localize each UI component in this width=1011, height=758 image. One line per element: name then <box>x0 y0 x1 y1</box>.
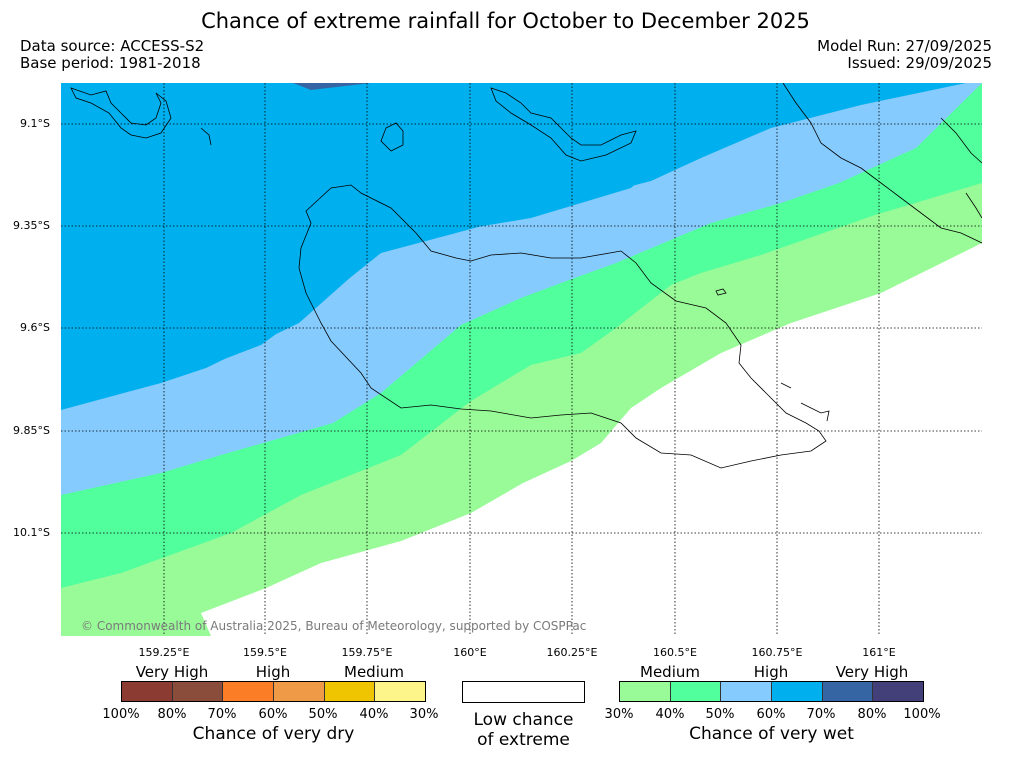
lon-label: 160.5°E <box>653 646 697 659</box>
malaita-coast <box>782 83 982 244</box>
dry-swatch <box>324 682 376 701</box>
dry-swatch <box>274 682 325 701</box>
dry-group-high: High <box>255 663 291 681</box>
coastlines <box>70 83 982 469</box>
lat-label: 9.85°S <box>13 424 50 437</box>
dry-caption: Chance of very dry <box>192 724 355 744</box>
run-info: Model Run: 27/09/2025 Issued: 29/09/2025 <box>817 38 992 72</box>
dry-swatch <box>122 682 173 701</box>
dry-colorbar <box>121 681 426 702</box>
dry-group-medium: Medium <box>344 663 404 681</box>
wet-swatch <box>620 682 671 701</box>
map-title: Chance of extreme rainfall for October t… <box>201 9 810 33</box>
dry-tick: 50% <box>308 707 338 722</box>
wet-group-very-high: Very High <box>835 663 909 681</box>
dry-swatch <box>375 682 426 701</box>
florida-islands-coast <box>490 87 637 162</box>
model-run: Model Run: 27/09/2025 <box>817 37 992 55</box>
graticule <box>61 83 982 636</box>
lon-label: 161°E <box>862 646 896 659</box>
wet-swatch <box>822 682 874 701</box>
islet-coast <box>380 122 404 152</box>
wet-tick: 60% <box>756 707 786 722</box>
lon-label: 160.75°E <box>751 646 803 659</box>
issued-date: Issued: 29/09/2025 <box>847 54 992 72</box>
lon-label: 159.25°E <box>138 646 190 659</box>
wet-swatch <box>772 682 823 701</box>
lon-label: 159.75°E <box>341 646 393 659</box>
small-islets-coast <box>715 288 830 422</box>
low-chance-line2: of extreme <box>477 730 570 750</box>
lon-label: 160.25°E <box>546 646 598 659</box>
lon-label: 159.5°E <box>243 646 287 659</box>
wet-swatch <box>721 682 773 701</box>
wet-group-high: High <box>753 663 789 681</box>
dry-tick: 60% <box>258 707 288 722</box>
low-chance-line1: Low chance <box>473 710 574 730</box>
lat-label: 9.35°S <box>13 219 50 232</box>
wet-tick: 30% <box>604 707 634 722</box>
data-source: Data source: ACCESS-S2 <box>20 37 205 55</box>
lon-label: 160°E <box>453 646 487 659</box>
guadalcanal-coast <box>298 184 827 469</box>
rainfall-map[interactable] <box>61 83 982 636</box>
wet-tick: 80% <box>857 707 887 722</box>
wet-swatch <box>873 682 924 701</box>
source-info: Data source: ACCESS-S2 Base period: 1981… <box>20 38 204 72</box>
nw-islands-coast <box>70 87 212 146</box>
wet-tick: 100% <box>903 707 941 722</box>
base-period: Base period: 1981-2018 <box>20 54 201 72</box>
dry-group-very-high: Very High <box>135 663 209 681</box>
lat-label: 9.6°S <box>20 321 50 334</box>
lat-label: 10.1°S <box>13 526 50 539</box>
wet-colorbar <box>619 681 924 702</box>
wet-group-medium: Medium <box>640 663 700 681</box>
copyright-notice: © Commonwealth of Australia 2025, Bureau… <box>81 619 587 633</box>
dry-tick: 100% <box>102 707 140 722</box>
dry-swatch <box>223 682 275 701</box>
east-coast <box>940 117 982 219</box>
dry-swatch <box>172 682 224 701</box>
wet-caption: Chance of very wet <box>689 724 854 744</box>
dry-tick: 70% <box>207 707 237 722</box>
low-chance-swatch <box>462 681 585 703</box>
dry-tick: 30% <box>409 707 439 722</box>
wet-tick: 70% <box>806 707 836 722</box>
band-70-80-patch <box>293 83 371 90</box>
low-chance-caption: Low chance of extreme <box>440 710 607 750</box>
wet-tick: 50% <box>705 707 735 722</box>
wet-tick: 40% <box>655 707 685 722</box>
dry-tick: 80% <box>157 707 187 722</box>
low-chance-area <box>201 243 982 636</box>
dry-tick: 40% <box>359 707 389 722</box>
wet-swatch <box>670 682 722 701</box>
lat-label: 9.1°S <box>20 117 50 130</box>
